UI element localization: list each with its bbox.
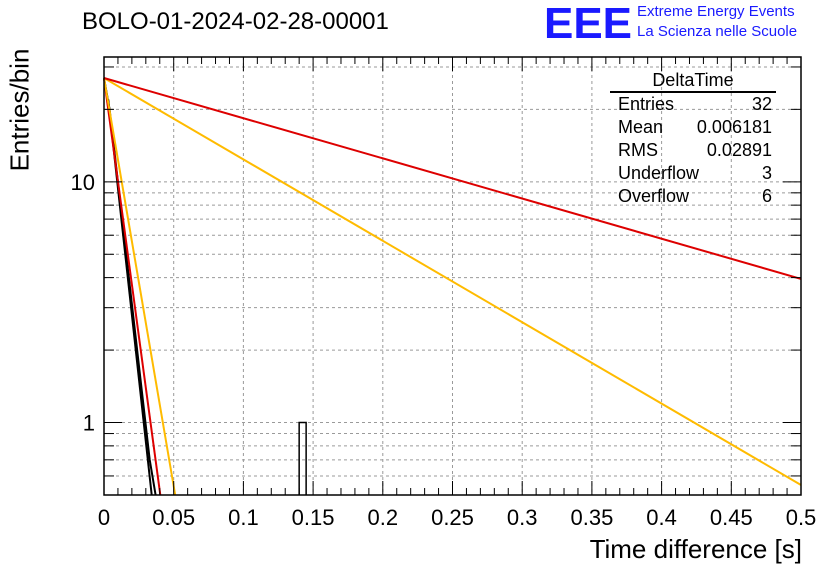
x-tick-label: 0.5 bbox=[786, 505, 817, 530]
stats-label: Entries bbox=[618, 94, 675, 114]
y-tick-label: 1 bbox=[83, 411, 95, 436]
series-line bbox=[103, 77, 162, 496]
stats-title: DeltaTime bbox=[610, 70, 776, 93]
logo-line-1: Extreme Energy Events bbox=[637, 3, 795, 20]
series-line bbox=[103, 77, 802, 280]
eee-logo: EEE bbox=[544, 2, 632, 42]
grid-lines bbox=[104, 57, 801, 496]
fit-curves bbox=[103, 77, 802, 496]
x-tick-label: 0.15 bbox=[292, 505, 335, 530]
svg-text:EEE: EEE bbox=[544, 2, 632, 42]
chart-title: BOLO-01-2024-02-28-00001 bbox=[82, 8, 389, 35]
series-line bbox=[103, 77, 177, 496]
x-tick-label: 0.2 bbox=[368, 505, 399, 530]
stats-value: 0.006181 bbox=[696, 117, 772, 137]
x-tick-label: 0.05 bbox=[152, 505, 195, 530]
stats-row: RMS 0.02891 bbox=[610, 139, 776, 162]
stats-label: Mean bbox=[618, 117, 664, 137]
x-axis-title: Time difference [s] bbox=[589, 534, 802, 564]
series-line bbox=[103, 77, 802, 486]
stats-row: Underflow 3 bbox=[610, 162, 776, 185]
y-axis-title: Entries/bin bbox=[4, 48, 35, 172]
stats-value: 32 bbox=[751, 94, 772, 114]
histogram-bin bbox=[298, 421, 307, 495]
x-tick-label: 0.1 bbox=[228, 505, 259, 530]
x-tick-label: 0.4 bbox=[646, 505, 677, 530]
axis-ticks bbox=[103, 57, 802, 496]
histogram bbox=[298, 421, 307, 495]
stats-value: 3 bbox=[761, 163, 772, 183]
stats-box: DeltaTime Entries 32 Mean 0.006181 RMS 0… bbox=[610, 70, 776, 208]
x-tick-label: 0.25 bbox=[431, 505, 474, 530]
y-tick-labels: 1 10 bbox=[71, 170, 95, 436]
stats-label: RMS bbox=[618, 140, 658, 160]
stats-label: Underflow bbox=[618, 163, 700, 183]
x-tick-labels: 0 0.05 0.1 0.15 0.2 0.25 0.3 0.35 0.4 0.45 0.5 bbox=[98, 505, 816, 530]
x-tick-label: 0.45 bbox=[710, 505, 753, 530]
stats-value: 0.02891 bbox=[706, 140, 772, 160]
logo-line-2: La Scienza nelle Scuole bbox=[637, 23, 798, 40]
stats-row: Entries 32 bbox=[610, 93, 776, 116]
x-tick-label: 0.3 bbox=[507, 505, 538, 530]
stats-row: Mean 0.006181 bbox=[610, 116, 776, 139]
x-tick-label: 0 bbox=[98, 505, 110, 530]
stats-row: Overflow 6 bbox=[610, 185, 776, 208]
y-tick-label: 10 bbox=[71, 170, 95, 195]
stats-value: 6 bbox=[761, 186, 772, 206]
x-tick-label: 0.35 bbox=[570, 505, 613, 530]
stats-label: Overflow bbox=[618, 186, 690, 206]
